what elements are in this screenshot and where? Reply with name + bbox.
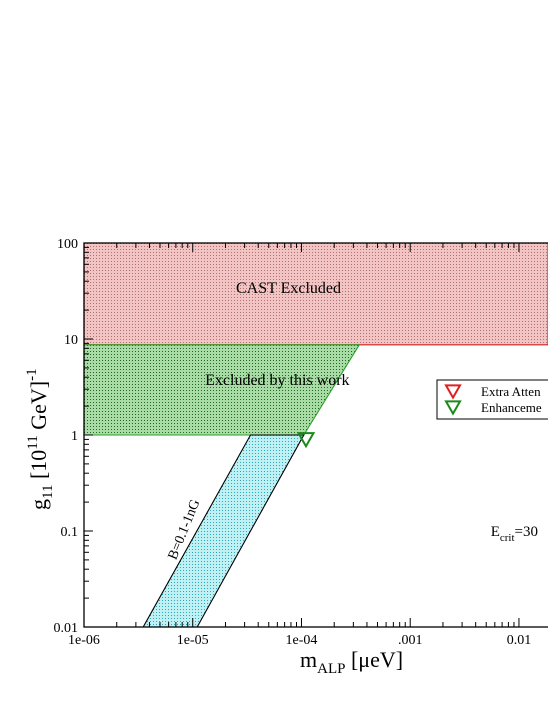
legend-symbol-extra-atten xyxy=(444,384,462,400)
legend-symbol-enhanceme xyxy=(444,400,462,416)
legend-box xyxy=(436,379,548,420)
x-tick-label: 1e-05 xyxy=(177,633,209,648)
y-tick-label: 100 xyxy=(57,237,78,252)
y-tick-label: 0.1 xyxy=(61,525,79,540)
legend-label-enhanceme: Enhanceme xyxy=(481,400,542,415)
y-tick-label: 1 xyxy=(71,429,78,444)
annotations: Ecrit=30 xyxy=(491,524,538,544)
x-tick-label: 0.01 xyxy=(507,633,532,648)
y-tick-label: 10 xyxy=(64,333,78,348)
region-excluded-by-this-work xyxy=(83,344,361,436)
axis-ticks xyxy=(83,242,520,628)
x-tick-label: .001 xyxy=(398,633,423,648)
x-tick-label: 1e-06 xyxy=(68,633,100,648)
x-axis-title: mALP [μeV] xyxy=(300,647,403,677)
marker-enhancement xyxy=(296,432,316,449)
axis-titles: mALP [μeV] g11 [1011 GeV]-1 xyxy=(24,368,403,677)
y-axis-title: g11 [1011 GeV]-1 xyxy=(24,368,56,510)
x-tick-label: 1e-04 xyxy=(286,633,318,648)
annotation-text: Ecrit=30 xyxy=(491,524,538,544)
data-markers xyxy=(296,432,316,449)
y-tick-label: 0.01 xyxy=(54,621,79,636)
tick-labels: 1e-06 1e-05 1e-04 .001 0.01 0.01 0.1 1 10 100 xyxy=(54,237,532,648)
region-label-excluded-by-this-work: Excluded by this work xyxy=(205,372,349,389)
exclusion-regions xyxy=(83,242,548,628)
legend-label-extra-atten: Extra Atten xyxy=(481,384,541,399)
region-b-0-1-1ng xyxy=(142,434,305,628)
region-label-cast-excluded: CAST Excluded xyxy=(236,280,341,297)
